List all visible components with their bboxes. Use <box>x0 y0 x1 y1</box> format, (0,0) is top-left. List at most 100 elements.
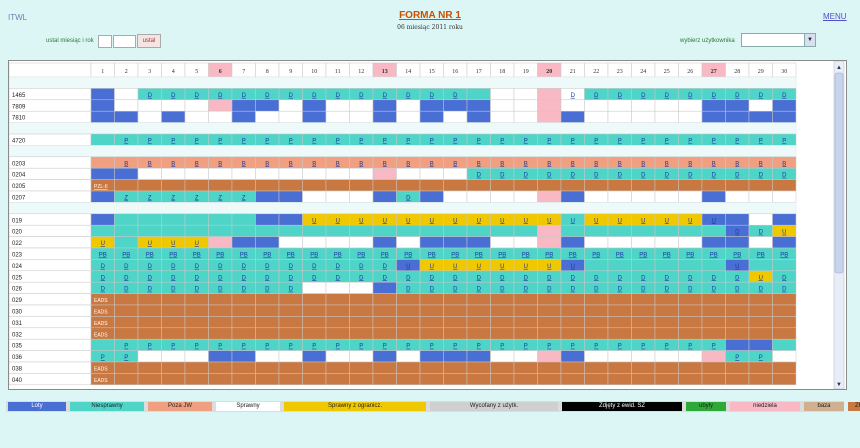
status-mark[interactable]: PB <box>240 253 248 259</box>
status-cell[interactable] <box>419 293 444 306</box>
status-mark[interactable]: U <box>477 218 481 224</box>
status-mark[interactable]: P <box>242 139 246 145</box>
status-cell[interactable] <box>701 236 726 249</box>
status-mark[interactable]: D <box>641 287 646 293</box>
status-mark[interactable]: U <box>500 264 504 270</box>
status-mark[interactable]: U <box>406 218 410 224</box>
status-mark[interactable]: D <box>759 287 764 293</box>
status-mark[interactable]: D <box>477 287 482 293</box>
status-mark[interactable]: P <box>406 139 410 145</box>
status-mark[interactable]: D <box>500 287 505 293</box>
status-cell[interactable] <box>161 99 186 112</box>
status-cell[interactable] <box>725 236 750 249</box>
status-mark[interactable]: D <box>524 287 529 293</box>
status-cell[interactable] <box>537 293 562 306</box>
status-cell[interactable] <box>443 373 468 386</box>
status-cell[interactable] <box>396 373 421 386</box>
status-mark[interactable]: D <box>242 275 247 281</box>
status-mark[interactable]: D <box>148 264 153 270</box>
status-cell[interactable] <box>490 190 515 203</box>
status-mark[interactable]: D <box>500 275 505 281</box>
status-cell[interactable] <box>701 327 726 340</box>
status-cell[interactable] <box>490 316 515 329</box>
status-mark[interactable]: D <box>571 287 576 293</box>
status-mark[interactable]: PB <box>733 253 741 259</box>
status-cell[interactable] <box>302 373 327 386</box>
status-cell[interactable] <box>772 304 797 317</box>
status-mark[interactable]: P <box>759 139 763 145</box>
status-mark[interactable]: B <box>312 161 316 167</box>
status-cell[interactable] <box>396 224 421 237</box>
status-mark[interactable]: D <box>547 275 552 281</box>
status-mark[interactable]: P <box>453 139 457 145</box>
status-mark[interactable]: D <box>265 287 270 293</box>
status-cell[interactable] <box>325 361 350 374</box>
status-mark[interactable]: D <box>571 173 576 179</box>
status-cell[interactable] <box>772 190 797 203</box>
status-mark[interactable]: U <box>312 218 316 224</box>
status-mark[interactable]: U <box>759 275 763 281</box>
status-cell[interactable] <box>466 293 491 306</box>
status-cell[interactable] <box>701 361 726 374</box>
status-cell[interactable] <box>725 373 750 386</box>
status-mark[interactable]: D <box>688 93 693 99</box>
status-cell[interactable] <box>302 190 327 203</box>
status-mark[interactable]: D <box>218 287 223 293</box>
status-cell[interactable] <box>748 99 773 112</box>
status-mark[interactable]: P <box>618 344 622 350</box>
status-cell[interactable] <box>161 373 186 386</box>
status-mark[interactable]: Z <box>242 196 246 202</box>
status-cell[interactable] <box>137 179 162 192</box>
status-cell[interactable] <box>90 88 115 101</box>
status-cell[interactable] <box>490 179 515 192</box>
status-cell[interactable] <box>772 373 797 386</box>
status-cell[interactable] <box>184 304 209 317</box>
set-button[interactable]: ustal <box>137 34 161 48</box>
status-mark[interactable]: P <box>665 139 669 145</box>
status-mark[interactable]: D <box>688 173 693 179</box>
status-mark[interactable]: D <box>359 264 364 270</box>
status-mark[interactable]: U <box>406 264 410 270</box>
status-mark[interactable]: PB <box>287 253 295 259</box>
status-cell[interactable] <box>772 99 797 112</box>
status-mark[interactable]: B <box>712 161 716 167</box>
status-cell[interactable] <box>748 316 773 329</box>
status-cell[interactable] <box>513 361 538 374</box>
status-cell[interactable] <box>607 224 632 237</box>
status-mark[interactable]: P <box>594 139 598 145</box>
status-cell[interactable] <box>490 99 515 112</box>
status-mark[interactable]: U <box>547 218 551 224</box>
status-cell[interactable] <box>443 190 468 203</box>
status-cell[interactable] <box>466 224 491 237</box>
status-mark[interactable]: U <box>571 218 575 224</box>
status-cell[interactable] <box>678 361 703 374</box>
status-cell[interactable] <box>255 179 280 192</box>
status-cell[interactable] <box>325 293 350 306</box>
status-cell[interactable] <box>584 373 609 386</box>
status-cell[interactable] <box>560 224 585 237</box>
status-cell[interactable] <box>748 190 773 203</box>
status-cell[interactable] <box>701 350 726 363</box>
status-cell[interactable] <box>701 190 726 203</box>
status-cell[interactable] <box>278 99 303 112</box>
status-cell[interactable] <box>184 373 209 386</box>
status-cell[interactable] <box>748 110 773 123</box>
status-cell[interactable] <box>631 373 656 386</box>
status-mark[interactable]: D <box>641 93 646 99</box>
status-cell[interactable] <box>302 327 327 340</box>
status-cell[interactable] <box>231 236 256 249</box>
status-mark[interactable]: U <box>336 218 340 224</box>
status-cell[interactable] <box>419 304 444 317</box>
status-mark[interactable]: U <box>712 218 716 224</box>
status-mark[interactable]: B <box>735 161 739 167</box>
status-cell[interactable] <box>654 224 679 237</box>
status-cell[interactable] <box>349 281 374 294</box>
status-cell[interactable] <box>396 327 421 340</box>
status-cell[interactable] <box>208 293 233 306</box>
status-cell[interactable] <box>490 350 515 363</box>
status-cell[interactable] <box>748 259 773 272</box>
status-cell[interactable] <box>513 236 538 249</box>
status-cell[interactable] <box>161 361 186 374</box>
status-cell[interactable] <box>631 350 656 363</box>
status-cell[interactable] <box>114 373 139 386</box>
